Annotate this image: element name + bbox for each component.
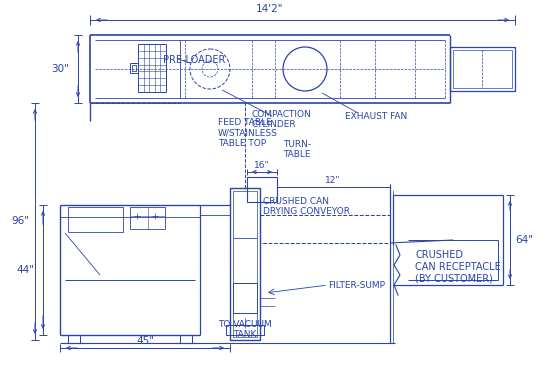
Text: PRE-LOADER: PRE-LOADER	[163, 55, 225, 65]
Text: 14'2": 14'2"	[256, 4, 284, 14]
Text: COMPACTION
CYLINDER: COMPACTION CYLINDER	[252, 110, 312, 130]
Bar	[132, 65, 136, 71]
Text: TO VACUUM
TANK: TO VACUUM TANK	[218, 320, 272, 339]
Text: 45": 45"	[136, 336, 154, 346]
Text: FEED TABLE
W/STAINLESS
TABLE TOP: FEED TABLE W/STAINLESS TABLE TOP	[218, 118, 278, 148]
Text: 64": 64"	[515, 235, 533, 245]
Bar	[260, 215, 390, 243]
Bar	[453, 50, 512, 88]
Text: CRUSHED CAN
DRYING CONVEYOR: CRUSHED CAN DRYING CONVEYOR	[263, 197, 350, 216]
Bar	[230, 188, 260, 340]
Bar	[138, 44, 166, 92]
Bar	[68, 335, 80, 343]
Text: 30": 30"	[51, 64, 69, 74]
Bar	[130, 207, 165, 229]
Bar	[68, 207, 123, 232]
Text: CRUSHED
CAN RECEPTACLE
(BY CUSTOMER): CRUSHED CAN RECEPTACLE (BY CUSTOMER)	[415, 250, 501, 283]
Bar	[233, 191, 257, 337]
Bar	[247, 177, 277, 202]
Bar	[180, 335, 192, 343]
Text: FILTER-SUMP: FILTER-SUMP	[328, 280, 385, 289]
Bar	[233, 283, 257, 313]
Text: 16": 16"	[254, 161, 270, 170]
Bar	[226, 325, 264, 335]
Text: 96": 96"	[11, 216, 29, 226]
Bar	[450, 47, 515, 91]
Text: EXHAUST FAN: EXHAUST FAN	[345, 112, 407, 121]
Text: 44": 44"	[16, 265, 34, 275]
Text: 12": 12"	[325, 176, 341, 185]
Text: TURN-
TABLE: TURN- TABLE	[283, 140, 311, 160]
